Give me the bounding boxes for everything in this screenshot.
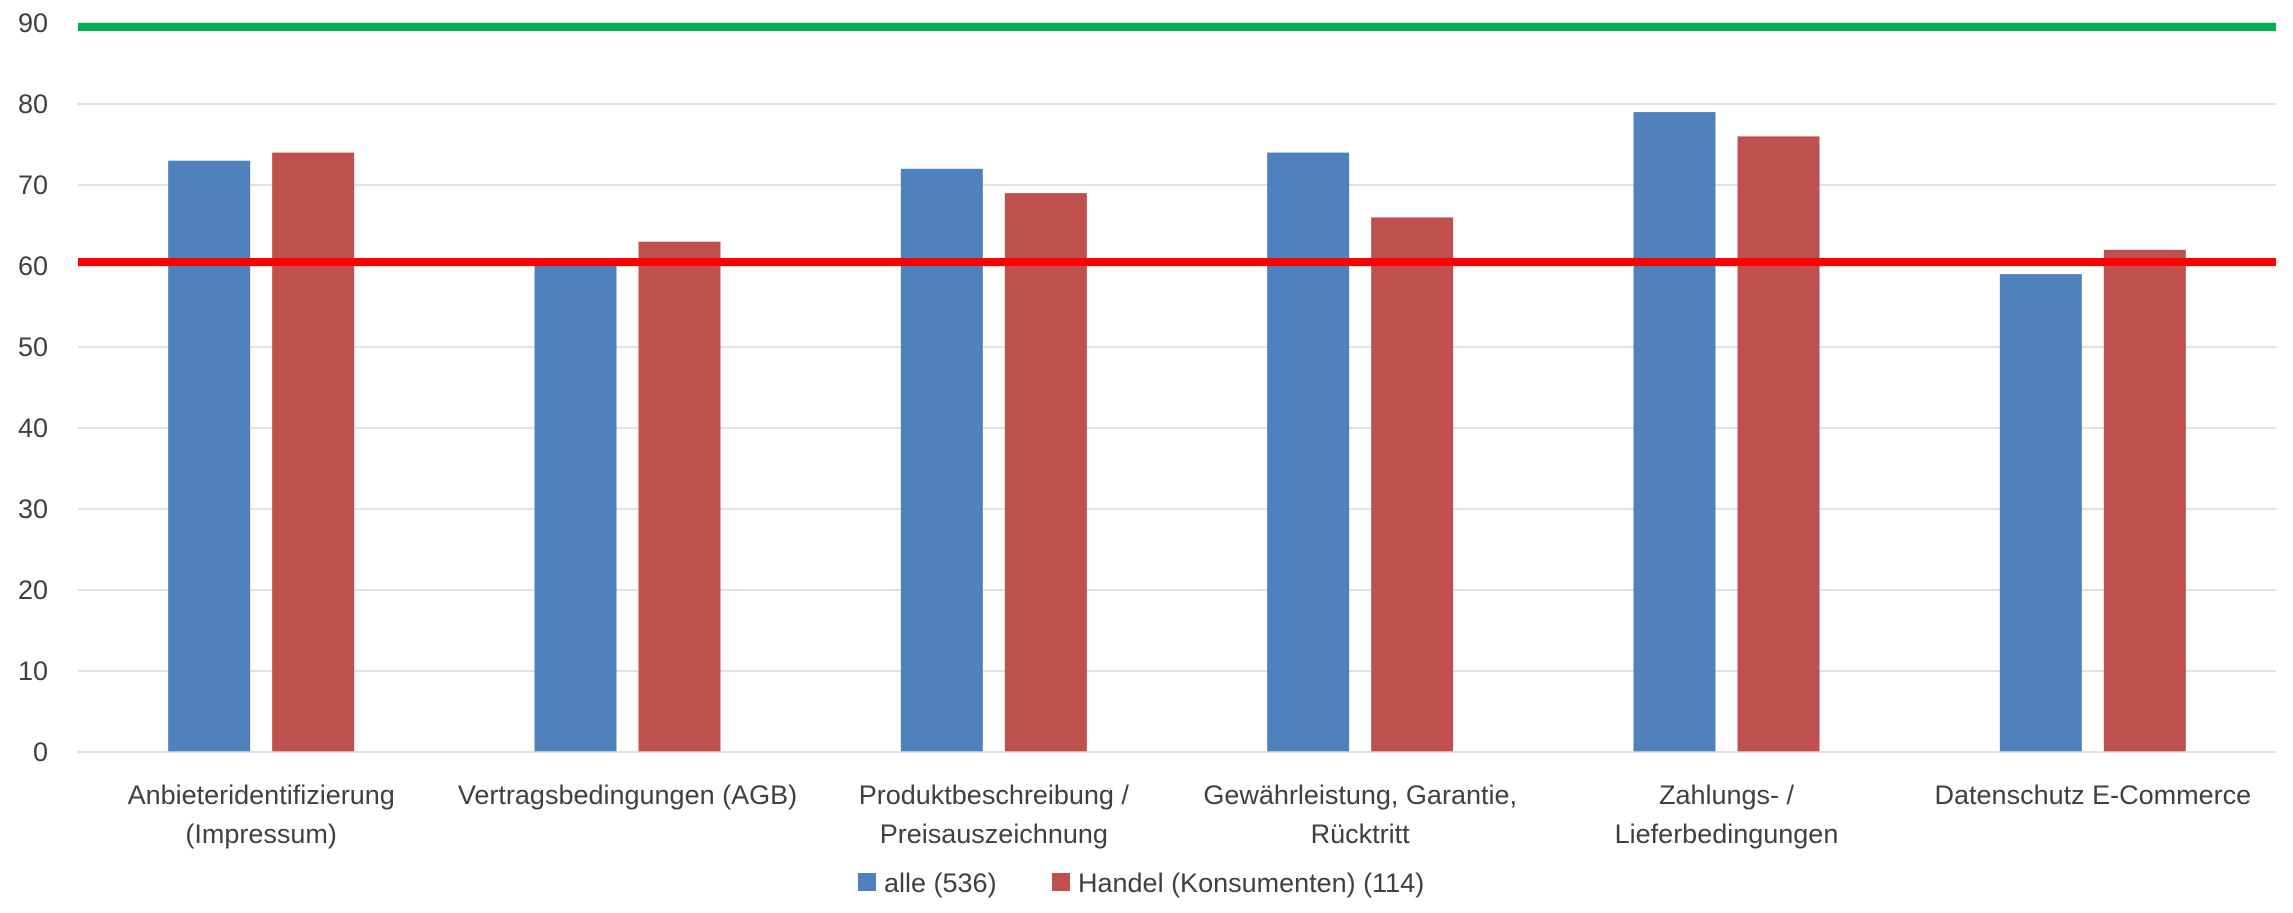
x-category-label-line: Produktbeschreibung / [859, 780, 1130, 810]
y-tick-label: 40 [18, 413, 48, 443]
reference-lines [78, 23, 2276, 266]
y-tick-label: 30 [18, 494, 48, 524]
y-axis-tick-labels: 0 10 20 30 40 50 60 70 80 90 [18, 8, 48, 767]
y-tick-label: 80 [18, 89, 48, 119]
bar-alle [900, 168, 983, 753]
x-category-label-line: Preisauszeichnung [880, 819, 1108, 849]
y-tick-label: 60 [18, 251, 48, 281]
bars [168, 112, 2186, 753]
x-category-label: Anbieteridentifizierung (Impressum) [128, 780, 395, 849]
bar-alle [168, 160, 251, 752]
bar-handel [638, 241, 721, 752]
x-category-label: Vertragsbedingungen (AGB) [458, 780, 797, 810]
y-tick-label: 20 [18, 575, 48, 605]
x-category-label-line: Datenschutz E-Commerce [1935, 780, 2252, 810]
bar-alle [1633, 112, 1716, 753]
bar-handel [2103, 249, 2186, 753]
y-tick-label: 90 [18, 8, 48, 38]
legend: alle (536) Handel (Konsumenten) (114) [858, 868, 1424, 898]
x-category-label-line: Zahlungs- / [1659, 780, 1795, 810]
y-tick-label: 70 [18, 170, 48, 200]
x-category-label: Zahlungs- / Lieferbedingungen [1615, 780, 1839, 849]
legend-swatch [858, 873, 876, 891]
x-category-label-line: Anbieteridentifizierung [128, 780, 395, 810]
bar-handel [1737, 136, 1820, 752]
x-axis-category-labels: Anbieteridentifizierung (Impressum) Vertra… [128, 780, 2252, 849]
x-category-label: Produktbeschreibung / Preisauszeichnung [859, 780, 1130, 849]
x-category-label-line: Vertragsbedingungen (AGB) [458, 780, 797, 810]
x-category-label-line: Rücktritt [1311, 819, 1411, 849]
bar-alle [534, 266, 617, 752]
gridlines [78, 22, 2276, 672]
x-category-label-line: Lieferbedingungen [1615, 819, 1839, 849]
y-tick-label: 10 [18, 656, 48, 686]
legend-label: alle (536) [884, 868, 997, 898]
x-category-label-line: (Impressum) [185, 819, 337, 849]
x-category-label-line: Gewährleistung, Garantie, [1203, 780, 1517, 810]
bar-alle [1999, 274, 2082, 752]
y-tick-label: 0 [33, 737, 48, 767]
bar-handel [1371, 217, 1454, 752]
bar-handel [1004, 193, 1087, 753]
bar-alle [1267, 152, 1350, 753]
bar-handel [272, 152, 355, 753]
legend-swatch [1052, 873, 1070, 891]
x-category-label: Datenschutz E-Commerce [1935, 780, 2252, 810]
legend-label: Handel (Konsumenten) (114) [1078, 868, 1424, 898]
x-category-label: Gewährleistung, Garantie, Rücktritt [1203, 780, 1517, 849]
y-tick-label: 50 [18, 332, 48, 362]
